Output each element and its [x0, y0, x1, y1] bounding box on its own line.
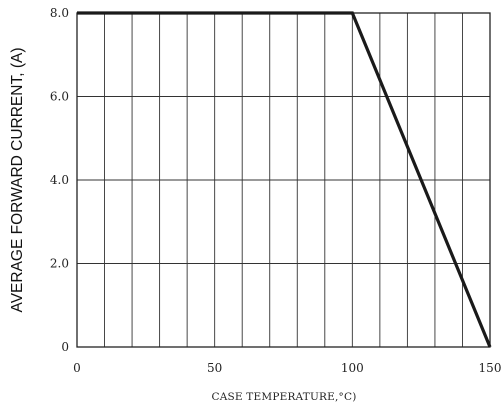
y-tick-label: 6.0	[50, 90, 69, 104]
x-tick-label: 0	[73, 361, 81, 375]
y-axis-ticks: 0 2.0 4.0 6.0 8.0	[50, 6, 69, 354]
y-axis-label: AVERAGE FORWARD CURRENT, (A)	[9, 48, 26, 313]
y-tick-label: 8.0	[50, 6, 69, 20]
grid	[77, 13, 490, 347]
x-axis-ticks: 0 50 100 150	[73, 361, 501, 375]
series-line	[77, 11, 492, 348]
x-axis-label: CASE TEMPERATURE,°C)	[211, 391, 356, 403]
x-tick-label: 150	[479, 361, 502, 375]
x-tick-label: 100	[341, 361, 364, 375]
y-tick-label: 2.0	[50, 257, 69, 271]
series-group	[77, 11, 492, 348]
y-tick-label: 0	[61, 340, 69, 354]
x-tick-label: 50	[207, 361, 222, 375]
y-tick-label: 4.0	[50, 173, 69, 187]
